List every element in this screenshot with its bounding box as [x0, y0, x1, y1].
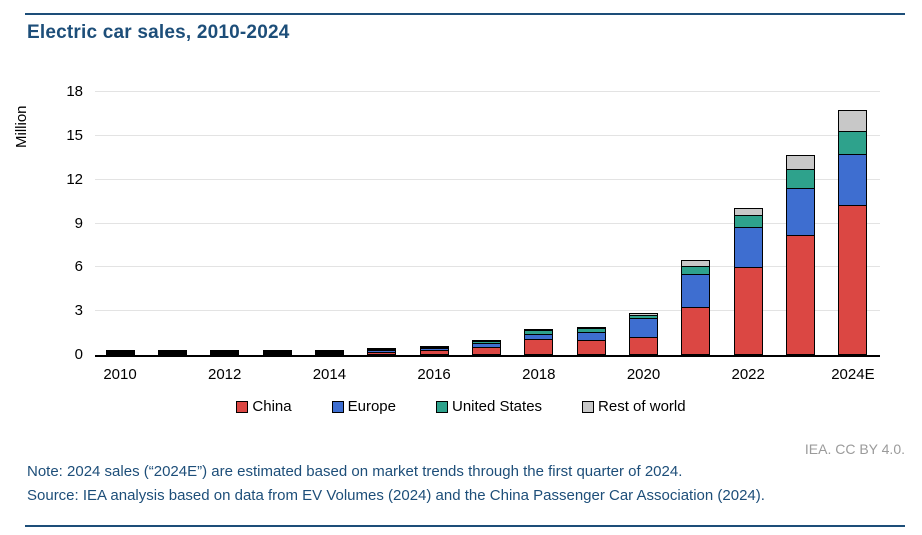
note-text: Note: 2024 sales (“2024E”) are estimated…	[27, 463, 683, 480]
bar-segment-china	[629, 337, 658, 355]
x-tick-label: 2010	[103, 366, 137, 383]
legend-label: United States	[451, 398, 543, 415]
y-tick-label: 6	[74, 258, 83, 276]
legend-label: Europe	[347, 398, 396, 415]
x-tick-label: 2014	[312, 366, 347, 383]
bar-segment-china	[367, 351, 397, 355]
bar-2014	[314, 350, 344, 355]
bar-segment-china	[157, 353, 187, 355]
bar-segment-rest-of-world	[786, 154, 816, 170]
x-tick-label: 2018	[522, 366, 556, 383]
x-tick-label: 2024E	[831, 366, 875, 383]
legend-item-rest-of-world: Rest of world	[582, 398, 686, 415]
bar-2024E	[838, 109, 868, 355]
bar-2023	[786, 154, 816, 355]
legend-item-united-states: United States	[435, 398, 543, 415]
bar-segment-china	[105, 353, 135, 355]
gridline	[95, 134, 880, 136]
chart-title: Electric car sales, 2010-2024	[27, 22, 290, 43]
bar-2012	[210, 350, 240, 355]
bar-segment-china	[576, 339, 606, 355]
bar-segment-europe	[681, 274, 711, 308]
gridline	[95, 266, 880, 268]
bottom-divider	[25, 525, 905, 527]
gridline	[95, 222, 880, 224]
gridline	[95, 178, 880, 180]
y-axis-label: Million	[13, 105, 30, 148]
gridline	[95, 91, 880, 92]
legend-item-europe: Europe	[331, 398, 396, 415]
bar-segment-rest-of-world	[838, 109, 868, 132]
bar-segment-china	[314, 353, 344, 355]
y-tick-label: 18	[66, 83, 83, 100]
legend-label: China	[252, 398, 292, 415]
legend-label: Rest of world	[598, 398, 686, 415]
bar-segment-china	[838, 204, 868, 355]
bar-segment-europe	[838, 154, 868, 206]
bar-segment-china	[419, 350, 449, 355]
y-tick-label: 12	[66, 170, 83, 188]
bar-segment-china	[733, 267, 763, 355]
legend-item-china: China	[236, 398, 292, 415]
x-tick-label: 2016	[417, 366, 451, 383]
top-divider	[25, 13, 905, 15]
bar-2013	[262, 350, 292, 355]
bar-segment-china	[681, 306, 711, 355]
y-tick-label: 0	[74, 346, 83, 363]
gridline	[95, 310, 880, 312]
bar-segment-europe	[629, 318, 658, 339]
source-text: Source: IEA analysis based on data from …	[27, 487, 765, 504]
attribution: IEA. CC BY 4.0.	[804, 441, 905, 457]
y-tick-label: 9	[74, 214, 83, 232]
bar-segment-europe	[786, 188, 816, 237]
bar-2018	[524, 328, 554, 355]
bar-2022	[733, 208, 763, 355]
bar-2016	[419, 345, 449, 355]
bar-segment-europe	[733, 227, 763, 269]
x-tick-label: 2020	[626, 366, 661, 383]
legend-swatch-icon	[236, 400, 249, 413]
bar-2011	[157, 350, 187, 355]
bar-segment-china	[786, 235, 816, 355]
bar-2015	[367, 348, 397, 355]
y-tick-label: 3	[74, 302, 83, 320]
bar-2017	[471, 340, 501, 355]
bar-segment-united-states	[786, 168, 816, 189]
x-tick-label: 2022	[731, 366, 765, 383]
bar-segment-china	[210, 353, 240, 355]
legend-swatch-icon	[331, 400, 344, 413]
bar-segment-china	[524, 338, 554, 355]
bar-segment-united-states	[838, 130, 868, 156]
plot-area	[95, 91, 880, 357]
bar-2010	[105, 350, 135, 355]
bar-2019	[576, 326, 606, 355]
legend-swatch-icon	[435, 400, 448, 413]
y-tick-label: 15	[66, 126, 83, 144]
bar-2021	[681, 260, 711, 355]
legend-swatch-icon	[582, 400, 595, 413]
bar-2020	[629, 313, 658, 355]
bar-segment-china	[262, 353, 292, 355]
bar-segment-china	[471, 346, 501, 355]
x-tick-label: 2012	[208, 366, 242, 383]
legend: China Europe United States Rest of world	[0, 398, 922, 415]
